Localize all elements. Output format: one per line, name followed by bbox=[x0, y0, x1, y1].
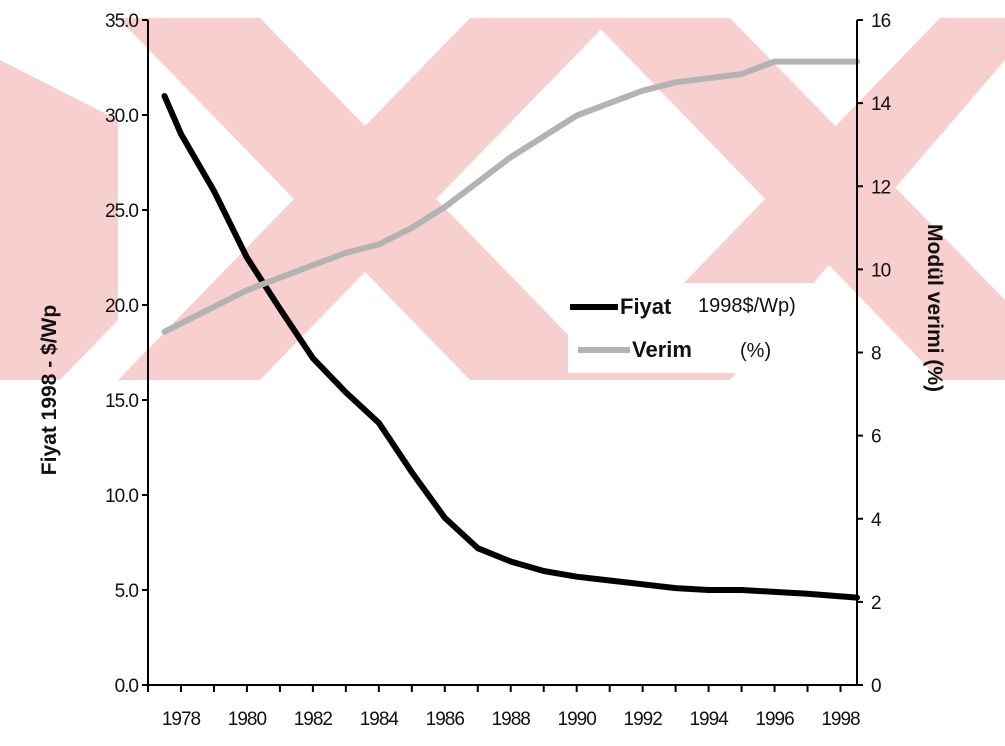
right-y-tick-label: 16 bbox=[871, 11, 891, 32]
watermark bbox=[0, 18, 1005, 380]
left-y-tick-label: 20.0 bbox=[105, 296, 138, 317]
right-y-tick-label: 14 bbox=[871, 94, 892, 115]
left-y-tick-label: 25.0 bbox=[105, 201, 138, 222]
right-y-tick-label: 4 bbox=[871, 510, 882, 531]
left-y-tick-label: 35.0 bbox=[105, 11, 138, 32]
right-axis-title: Modül verimi (%) bbox=[923, 224, 946, 392]
legend-suffix-verim: (%) bbox=[740, 340, 771, 362]
left-y-tick-label: 5.0 bbox=[115, 581, 139, 602]
left-y-tick-label: 0.0 bbox=[115, 676, 139, 697]
right-y-tick-label: 10 bbox=[871, 260, 891, 281]
right-y-tick-label: 6 bbox=[871, 427, 881, 448]
legend: Fiyat 1998$/Wp) Verim (%) bbox=[568, 283, 818, 373]
x-tick-label: 1986 bbox=[426, 709, 465, 730]
ticks: 0.0 5.0 10.0 15.0 20.0 25.0 30.0 35.0 0 2 4 6 8 10 12 1… bbox=[105, 11, 893, 730]
x-tick-label: 1992 bbox=[624, 709, 663, 730]
series-layer bbox=[161, 58, 860, 601]
x-tick-label: 1978 bbox=[162, 709, 201, 730]
x-tick-label: 1998 bbox=[821, 709, 860, 730]
legend-suffix-fiyat: 1998$/Wp) bbox=[698, 295, 796, 317]
x-tick-label: 1982 bbox=[294, 709, 333, 730]
left-y-tick-label: 30.0 bbox=[105, 106, 138, 127]
legend-label-fiyat: Fiyat bbox=[620, 294, 672, 319]
x-tick-label: 1994 bbox=[689, 709, 729, 730]
x-tick-label: 1990 bbox=[558, 709, 597, 730]
legend-box bbox=[568, 283, 818, 373]
x-tick-label: 1996 bbox=[755, 709, 794, 730]
x-tick-label: 1988 bbox=[492, 709, 531, 730]
x-tick-label: 1980 bbox=[228, 709, 267, 730]
x-tick-label: 1984 bbox=[360, 709, 400, 730]
right-y-tick-label: 12 bbox=[871, 177, 891, 198]
left-axis-title: Fiyat 1998 - $/Wp bbox=[38, 305, 61, 475]
series-line-verim bbox=[161, 58, 860, 335]
left-y-tick-label: 10.0 bbox=[105, 486, 138, 507]
legend-label-verim: Verim bbox=[632, 337, 692, 362]
right-y-tick-label: 8 bbox=[871, 344, 881, 365]
left-y-tick-label: 15.0 bbox=[105, 391, 138, 412]
right-y-tick-label: 0 bbox=[871, 676, 881, 697]
right-y-tick-label: 2 bbox=[871, 593, 881, 614]
